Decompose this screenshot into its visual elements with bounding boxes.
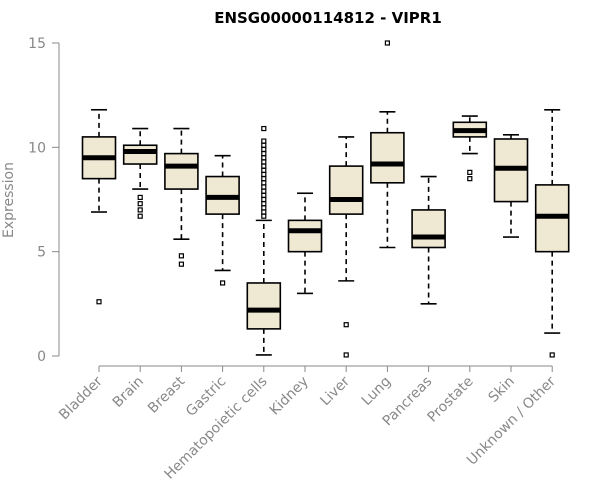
outlier-point [261,159,267,165]
outlier-point [261,163,267,169]
outlier-point [261,150,267,157]
outlier-point [261,184,267,190]
box-gastric [205,154,240,286]
outlier-point [549,352,555,358]
box-pancreas [411,175,446,305]
x-tick-label: Lung [359,374,394,409]
x-tick-label: Brain [110,374,147,411]
outlier-point [343,352,349,358]
boxes [81,40,570,358]
y-tick-label: 5 [37,245,46,261]
outlier-point [137,213,143,219]
box-prostate [452,115,488,182]
outlier-point [261,125,267,132]
x-tick-label: Prostate [425,374,477,426]
box-unknown-other [534,108,570,358]
outlier-point [384,40,390,46]
outlier-point [261,171,267,178]
box-skin [493,134,529,238]
outlier-point [261,167,267,173]
outlier-point [261,213,267,219]
outlier-point [261,209,267,215]
y-tick-label: 15 [28,36,46,52]
outlier-point [261,201,267,207]
box-lung [370,40,405,249]
box-body [370,131,405,184]
outlier-point [178,253,184,259]
box-brain [122,127,158,219]
outlier-point [96,299,102,305]
box-hematopoietic-cells [246,125,282,356]
x-tick-label: Kidney [267,374,312,419]
outlier-point [261,142,267,148]
outlier-point [467,176,473,182]
outlier-point [137,194,143,201]
x-tick-label: Skin [485,374,517,406]
y-tick-label: 10 [28,140,46,156]
box-bladder [81,108,117,305]
outlier-point [220,280,226,286]
outlier-point [343,322,349,328]
chart-title: ENSG00000114812 - VIPR1 [214,9,442,27]
y-axis-label: Expression [1,162,17,238]
box-liver [328,136,364,358]
y-axis: 0 5 10 15 [28,36,60,365]
outlier-point [137,207,143,213]
outlier-point [261,192,267,198]
x-tick-label: Liver [317,373,353,409]
outlier-point [467,169,473,175]
box-kidney [287,192,323,295]
outlier-point [261,176,267,182]
outlier-point [261,138,267,144]
outlier-point [137,201,143,207]
outlier-point [261,188,267,194]
outlier-point [178,261,184,267]
outlier-point [261,180,267,186]
outlier-point [261,146,267,153]
box-breast [164,127,199,267]
outlier-point [261,205,267,211]
x-tick-label: Bladder [56,373,106,423]
box-body [122,144,158,165]
outlier-point [261,196,267,203]
y-tick-label: 0 [37,349,46,365]
outlier-point [261,155,267,161]
box-body [328,165,364,215]
x-tick-label: Breast [145,373,189,417]
box-body [411,209,446,249]
box-body [246,282,282,330]
box-body [287,219,323,253]
box-body [164,152,199,190]
